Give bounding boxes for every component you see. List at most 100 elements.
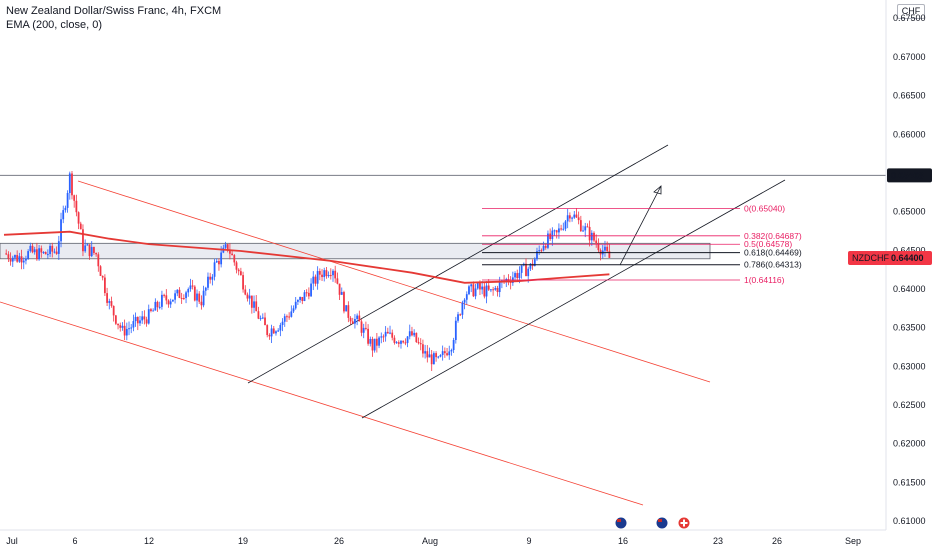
nz-flag-icon[interactable] — [614, 516, 628, 530]
candle-body — [14, 255, 16, 258]
candle-body — [136, 316, 139, 324]
candle — [303, 290, 306, 302]
candle — [204, 286, 207, 296]
ascending-channel-upper[interactable] — [247, 144, 669, 384]
swiss-flag-icon[interactable] — [677, 516, 691, 530]
candle — [288, 312, 291, 320]
candle — [365, 321, 367, 331]
candle-body — [158, 306, 161, 308]
candle — [136, 316, 139, 331]
candle-body — [123, 325, 126, 336]
candle — [11, 255, 14, 267]
candle-body — [566, 215, 569, 222]
candle — [27, 249, 30, 260]
candle — [283, 313, 286, 327]
candle — [150, 308, 152, 313]
symbol-title[interactable]: New Zealand Dollar/Swiss Franc, 4h, FXCM — [6, 5, 222, 17]
candle — [426, 345, 429, 363]
candle — [380, 332, 383, 344]
candle — [101, 275, 104, 281]
nz-flag-icon[interactable] — [655, 516, 669, 530]
candle — [514, 271, 516, 281]
price-tick-label: 0.62000 — [893, 439, 926, 449]
candle-body — [31, 245, 34, 253]
support-zone[interactable] — [0, 242, 711, 260]
candle-body — [582, 230, 584, 232]
candle — [485, 281, 488, 304]
candle-body — [272, 328, 275, 334]
candle — [42, 251, 45, 255]
descending-channel-lower[interactable] — [0, 301, 644, 506]
candle-body — [101, 275, 104, 278]
candle-body — [437, 356, 440, 358]
candle-body — [180, 297, 183, 299]
candle — [248, 288, 251, 305]
candle — [237, 268, 240, 276]
candle — [145, 316, 148, 327]
candle-body — [365, 327, 367, 329]
price-tick-label: 0.67500 — [893, 13, 926, 23]
price-tick-label: 0.61000 — [893, 516, 926, 526]
candle-body — [465, 294, 468, 300]
candle — [60, 212, 62, 248]
candle-body — [606, 246, 609, 252]
candle — [270, 324, 273, 343]
candle-body — [575, 214, 578, 218]
candle-body — [90, 246, 93, 257]
candle-body — [454, 320, 457, 341]
candle — [536, 247, 538, 261]
candle — [261, 313, 264, 320]
candle — [51, 242, 54, 258]
candle — [93, 246, 95, 255]
candle-body — [163, 294, 166, 296]
candle-body — [290, 311, 293, 317]
candle — [338, 283, 341, 301]
ascending-channel-lower[interactable] — [361, 179, 786, 419]
candle-body — [9, 258, 12, 262]
candle — [301, 296, 304, 305]
candle-body — [544, 245, 547, 248]
ema-indicator-label[interactable]: EMA (200, close, 0) — [6, 19, 102, 31]
time-tick-label: 12 — [144, 536, 154, 546]
candle — [299, 296, 301, 303]
candle — [20, 249, 23, 270]
candle — [424, 344, 427, 359]
candle-body — [378, 337, 380, 346]
candle-body — [286, 316, 288, 318]
candle — [229, 243, 231, 260]
currency-badge[interactable]: CHF — [897, 4, 925, 19]
candle-body — [97, 254, 100, 267]
chart-legend: New Zealand Dollar/Swiss Franc, 4h, FXCM… — [6, 4, 221, 32]
candle-body — [334, 270, 337, 279]
candle-body — [325, 270, 328, 277]
candle-body — [428, 354, 431, 358]
projection-arrow-line[interactable] — [619, 185, 662, 266]
candle-body — [494, 287, 497, 290]
candle — [182, 294, 185, 301]
candle — [568, 212, 571, 223]
candle — [202, 285, 205, 308]
candle-body — [461, 302, 464, 315]
candle — [538, 245, 541, 255]
candle-body — [373, 338, 376, 351]
candle-body — [283, 316, 286, 322]
candle-body — [533, 259, 536, 267]
candle-body — [20, 256, 23, 263]
candle-body — [367, 328, 369, 344]
current-price-tag[interactable] — [848, 251, 932, 266]
price-tick-label: 0.61500 — [893, 477, 926, 487]
candle — [509, 276, 512, 290]
level-price-tag[interactable] — [887, 168, 932, 183]
candle — [389, 325, 391, 335]
candle — [141, 310, 144, 324]
descending-channel-upper[interactable] — [77, 180, 711, 383]
candle-body — [432, 353, 435, 365]
candle-body — [268, 335, 271, 337]
candle-body — [5, 253, 8, 255]
candle — [336, 272, 339, 285]
candle-body — [62, 210, 65, 220]
candle — [268, 333, 271, 340]
candle — [5, 249, 8, 256]
candle-body — [402, 340, 405, 343]
